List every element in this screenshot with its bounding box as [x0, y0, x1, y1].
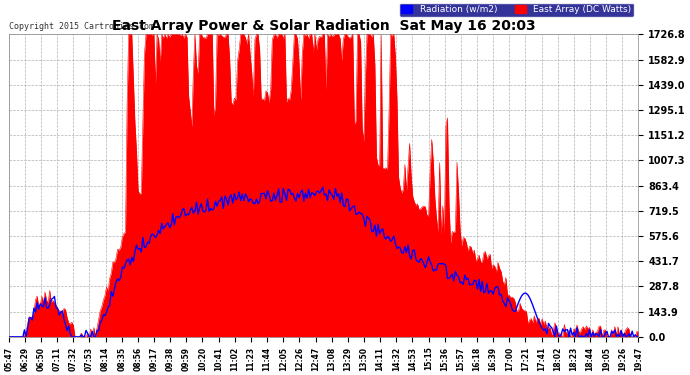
Text: Copyright 2015 Cartronics.com: Copyright 2015 Cartronics.com [9, 22, 155, 31]
Title: East Array Power & Solar Radiation  Sat May 16 20:03: East Array Power & Solar Radiation Sat M… [112, 19, 535, 33]
Legend: Radiation (w/m2), East Array (DC Watts): Radiation (w/m2), East Array (DC Watts) [399, 3, 634, 17]
